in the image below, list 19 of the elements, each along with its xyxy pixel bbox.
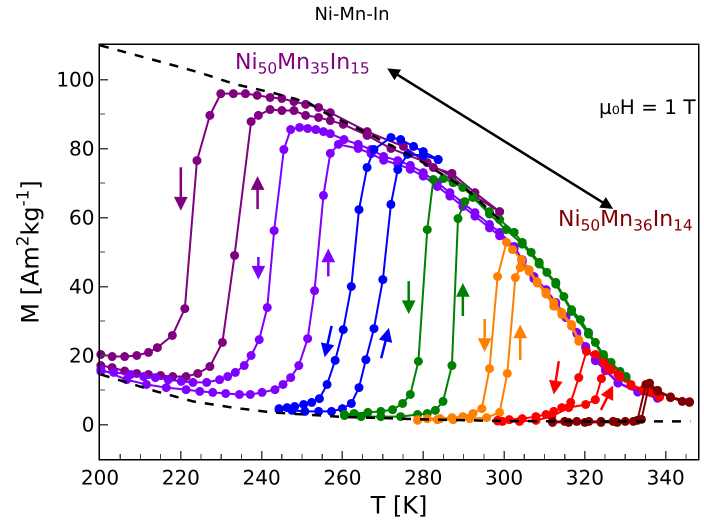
x-tick-label: 220 [162, 466, 200, 490]
series-label: Ni$_{50}$Mn$_{35}$In$_{15}$ [235, 50, 370, 78]
x-axis-title: T [K] [370, 492, 428, 520]
x-tick-label: 200 [80, 466, 120, 490]
x-tick-label: 340 [646, 466, 685, 490]
y-tick-label: 60 [69, 206, 94, 230]
x-tick-label: 260 [323, 466, 362, 490]
y-tick-label: 80 [69, 136, 94, 160]
x-tick-label: 280 [404, 466, 442, 490]
y-tick-label: 100 [56, 68, 94, 92]
x-tick-label: 300 [484, 466, 524, 490]
y-tick-label: 40 [69, 274, 94, 298]
y-tick-label: 0 [82, 412, 94, 436]
x-tick-label: 320 [566, 466, 604, 490]
x-tick-label: 240 [242, 466, 281, 490]
y-tick-label: 20 [69, 344, 94, 368]
chart-title: Ni-Mn-In [314, 4, 390, 26]
annotation: μ₀H = 1 T [599, 95, 696, 119]
text: Ni$_{50}$Mn$_{36}$In$_{14}$ [558, 207, 693, 235]
